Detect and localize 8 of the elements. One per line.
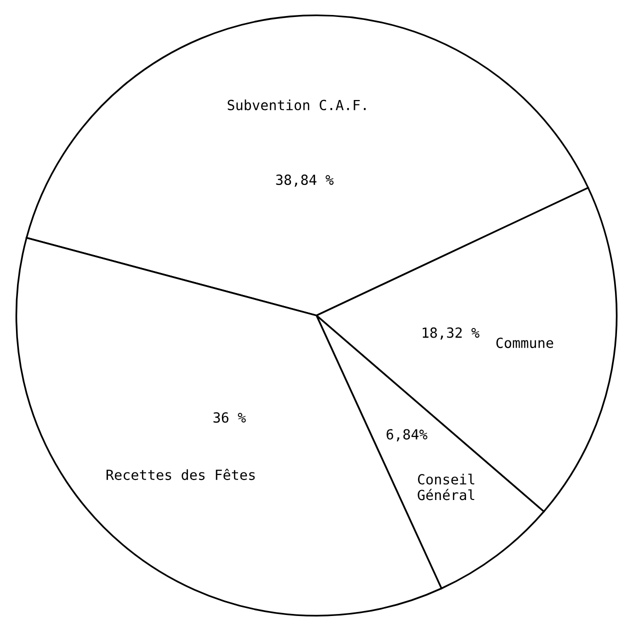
slice-label: Commune	[496, 338, 554, 348]
data-label: 6,84%	[386, 429, 428, 442]
data-label: 38,84 %	[276, 174, 334, 187]
data-label: 36 %	[214, 412, 246, 423]
slice-label: Subvention C.A.F.	[228, 100, 366, 110]
slice-label: Conseil Général	[418, 474, 474, 500]
data-label: 18,32 %	[422, 327, 480, 340]
slice-label: Recettes des Fêtes	[106, 468, 255, 480]
